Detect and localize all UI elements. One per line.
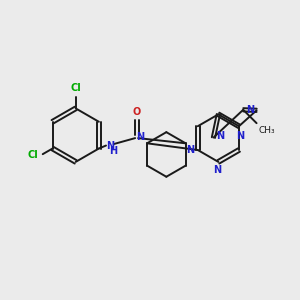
- Text: N: N: [236, 131, 244, 141]
- Text: N: N: [106, 140, 114, 151]
- Text: H: H: [110, 146, 118, 156]
- Text: N: N: [136, 132, 145, 142]
- Text: CH₃: CH₃: [258, 125, 275, 134]
- Text: O: O: [133, 107, 141, 117]
- Text: Cl: Cl: [70, 83, 81, 93]
- Text: N: N: [213, 166, 221, 176]
- Text: N: N: [216, 131, 224, 141]
- Text: Cl: Cl: [28, 150, 38, 160]
- Text: N: N: [186, 145, 194, 155]
- Text: N: N: [246, 105, 254, 115]
